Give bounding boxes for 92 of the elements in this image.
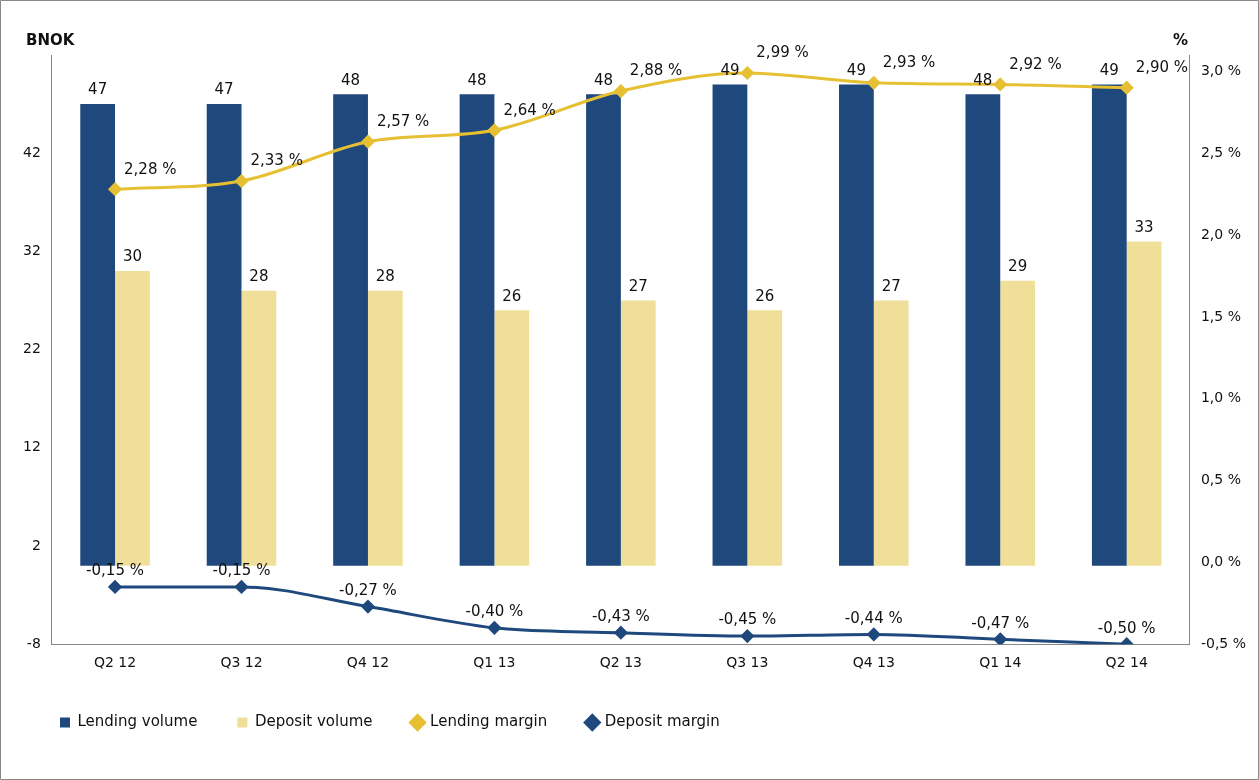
point — [867, 627, 881, 641]
data-label: 27 — [628, 276, 648, 295]
x-tick-label: Q2 12 — [93, 654, 137, 671]
data-label: 2,88 % — [629, 61, 683, 80]
data-label: 49 — [846, 60, 866, 79]
y-axis-title: BNOK — [26, 31, 76, 50]
bar — [712, 84, 748, 566]
bar — [1126, 241, 1162, 566]
data-label: -0,15 % — [212, 561, 271, 580]
data-label: 2,99 % — [756, 43, 809, 62]
point — [108, 182, 122, 196]
point — [740, 66, 754, 80]
point — [867, 76, 881, 90]
data-label: 26 — [755, 286, 775, 305]
bar — [965, 94, 1001, 566]
point — [487, 123, 501, 137]
y2-tick-label: 0,5 % — [1200, 471, 1241, 488]
data-label: 47 — [88, 80, 108, 99]
data-label: 28 — [375, 267, 395, 286]
point — [993, 632, 1007, 645]
point — [235, 580, 248, 594]
y2-tick-label: 3,0 % — [1200, 62, 1241, 79]
bar — [873, 300, 909, 566]
data-label: 2,57 % — [376, 112, 430, 131]
data-label: 48 — [467, 70, 487, 89]
point — [361, 600, 375, 614]
data-label: -0,40 % — [465, 602, 524, 621]
bar — [586, 94, 621, 566]
x-tick-label: Q4 13 — [852, 654, 895, 671]
bar — [459, 94, 495, 566]
data-label: 29 — [1008, 257, 1028, 276]
point — [614, 626, 628, 640]
legend-label: Deposit margin — [604, 712, 720, 731]
point — [108, 580, 122, 594]
data-label: 33 — [1134, 217, 1154, 236]
x-tick-label: Q3 13 — [726, 654, 769, 671]
data-label: 27 — [881, 276, 901, 295]
data-label: -0,45 % — [718, 610, 777, 629]
legend-label: Lending margin — [430, 712, 548, 731]
data-label: -0,47 % — [971, 613, 1030, 632]
y2-tick-label: 0,0 % — [1200, 553, 1241, 570]
y2-tick-label: 2,0 % — [1200, 225, 1241, 242]
data-label: 30 — [122, 247, 142, 266]
y2-tick-label: 1,5 % — [1200, 307, 1241, 324]
data-label: 48 — [593, 70, 614, 89]
data-label: -0,15 % — [86, 561, 144, 580]
point — [993, 77, 1007, 91]
x-tick-label: Q2 13 — [599, 654, 642, 671]
y2-tick-label: -0,5 % — [1200, 634, 1247, 651]
data-label: 2,90 % — [1135, 58, 1189, 77]
x-tick-label: Q1 14 — [979, 654, 1022, 671]
y-tick-label: 2 — [31, 536, 41, 553]
data-label: 49 — [1099, 60, 1119, 79]
x-tick-label: Q2 14 — [1105, 654, 1148, 671]
data-label: 26 — [502, 286, 522, 305]
y2-tick-label: 1,0 % — [1200, 389, 1241, 406]
legend-label: Deposit volume — [254, 712, 373, 731]
x-tick-label: Q4 12 — [346, 654, 390, 671]
bar — [1091, 84, 1127, 566]
y2-axis-title: % — [1172, 31, 1188, 50]
point — [361, 135, 375, 149]
data-label: -0,43 % — [591, 607, 650, 626]
bar — [1000, 280, 1036, 566]
x-tick-label: Q3 12 — [220, 654, 263, 671]
bar — [747, 310, 783, 566]
legend-label: Lending volume — [77, 712, 198, 731]
point — [487, 621, 501, 635]
point — [740, 629, 754, 643]
data-label: 47 — [214, 80, 234, 99]
data-label: 2,28 % — [124, 159, 177, 178]
y-tick-label: 12 — [22, 438, 41, 455]
bar — [620, 300, 656, 566]
y-tick-label: -8 — [26, 634, 41, 651]
data-label: -0,50 % — [1097, 618, 1156, 637]
y2-tick-label: 2,5 % — [1200, 143, 1241, 160]
point — [614, 84, 628, 98]
data-label: 28 — [249, 267, 269, 286]
bar — [839, 84, 874, 566]
bar — [494, 310, 530, 566]
y-tick-label: 42 — [22, 143, 41, 160]
y-tick-label: 32 — [22, 242, 41, 259]
data-label: -0,27 % — [339, 580, 397, 599]
data-label: 48 — [341, 70, 361, 89]
x-tick-label: Q1 13 — [473, 654, 516, 671]
y-tick-label: 22 — [22, 340, 41, 357]
point — [1120, 81, 1134, 95]
data-label: -0,44 % — [844, 608, 903, 627]
point — [235, 174, 248, 188]
bar — [333, 94, 368, 566]
bar — [367, 290, 403, 566]
data-label: 2,92 % — [1009, 54, 1062, 73]
data-label: 2,93 % — [882, 53, 936, 72]
